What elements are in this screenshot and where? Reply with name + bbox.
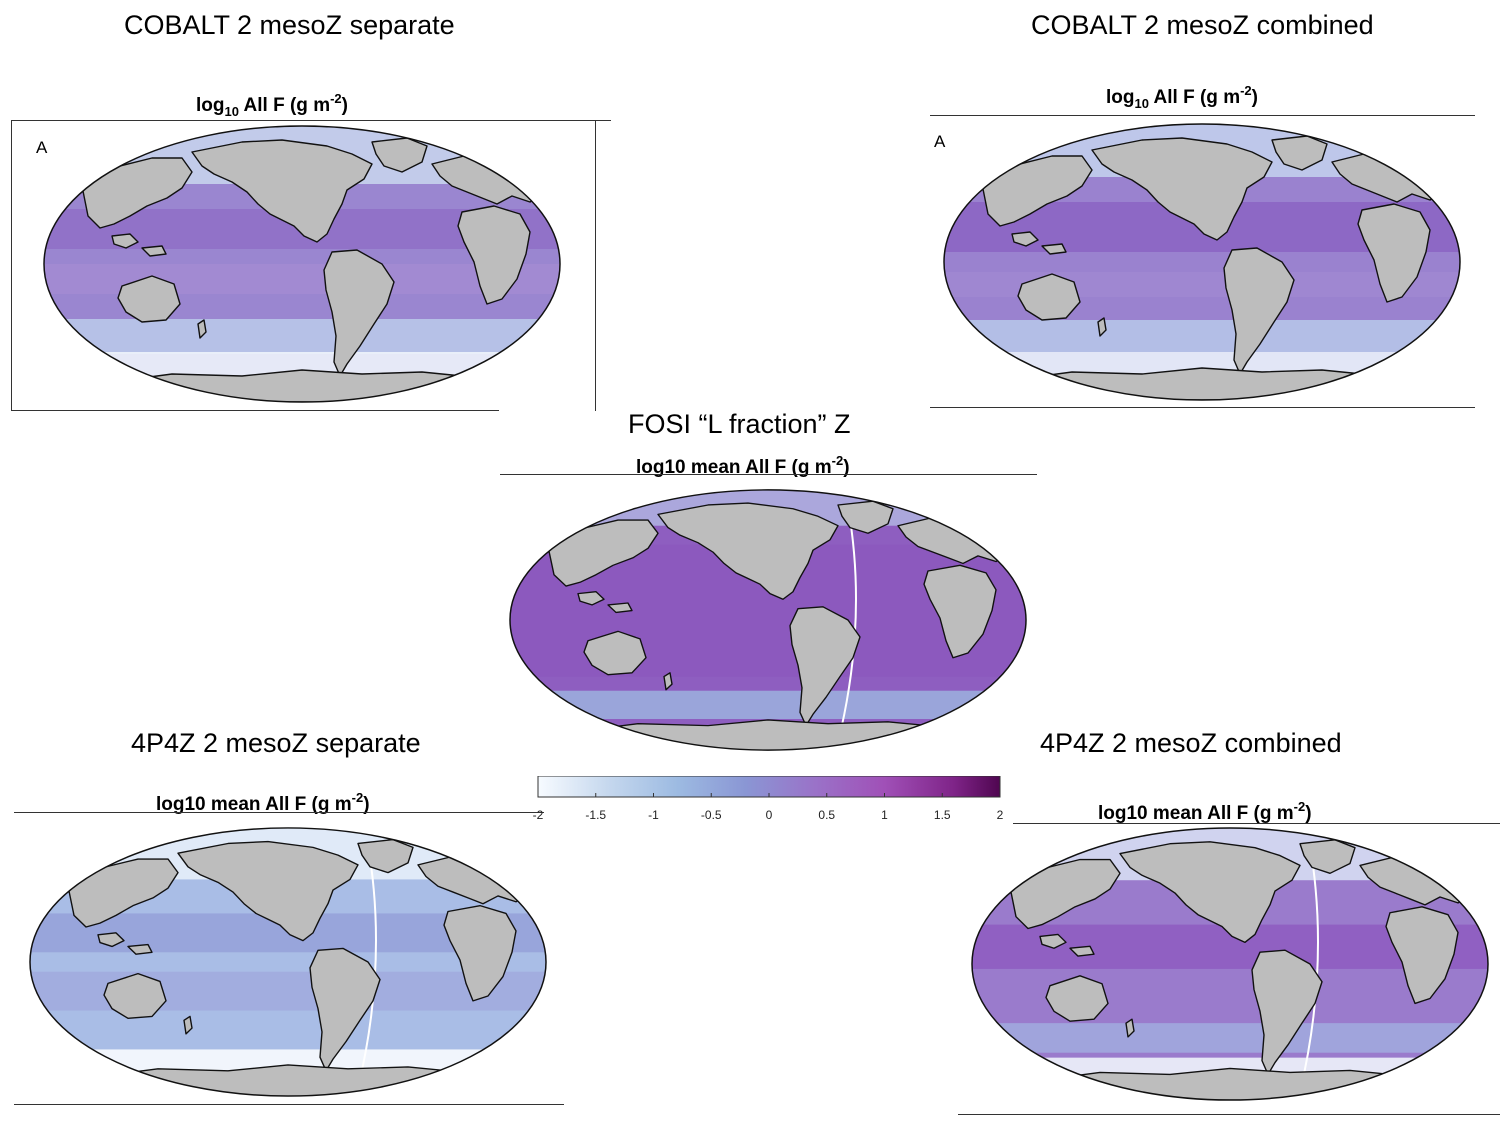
heading-fosi: FOSI “L fraction” Z	[628, 409, 851, 439]
heading-cobalt-combined: COBALT 2 mesoZ combined	[1031, 10, 1374, 40]
heading-p4z-separate: 4P4Z 2 mesoZ separate	[131, 728, 421, 758]
colorbar-tick-label: 2	[997, 808, 1004, 822]
frame-top-p4z-combined	[1013, 823, 1500, 824]
colorbar-tick-label: -1	[648, 808, 659, 822]
colorbar-tick-label: 1.5	[934, 808, 951, 822]
colorbar-tick-label: -0.5	[701, 808, 722, 822]
panel-title-fosi: log10 mean All F (g m-2)	[636, 453, 850, 478]
frame-bottom-cobalt-separate	[11, 410, 499, 411]
heading-cobalt-separate: COBALT 2 mesoZ separate	[124, 10, 455, 40]
frame-left-cobalt-separate	[11, 120, 12, 411]
frame-bottom-p4z-separate	[14, 1104, 564, 1105]
frame-top-fosi	[500, 474, 1037, 475]
map-p4z-combined	[971, 827, 1489, 1101]
frame-right-cobalt-separate	[595, 120, 596, 411]
panel-title-cobalt-separate: log10 All F (g m-2)	[196, 91, 348, 119]
colorbar-tick-label: 0	[766, 808, 773, 822]
frame-bottom-cobalt-combined	[930, 407, 1475, 408]
panel-letter-a-left: A	[36, 138, 48, 157]
panel-letter-a-right: A	[934, 132, 946, 151]
frame-top-p4z-separate	[14, 812, 544, 813]
colorbar-tick-label: -2	[533, 808, 544, 822]
map-p4z-separate	[29, 827, 547, 1097]
map-cobalt-separate	[43, 125, 561, 403]
frame-bottom-p4z-combined	[958, 1114, 1500, 1115]
panel-title-p4z-combined: log10 mean All F (g m-2)	[1098, 799, 1312, 824]
colorbar-tick-label: -1.5	[585, 808, 606, 822]
map-cobalt-combined	[943, 123, 1461, 401]
colorbar: -2 -1.5 -1 -0.5 0 0.5 1 1.5 2	[533, 776, 1004, 822]
colorbar-tick-label: 0.5	[818, 808, 835, 822]
panel-title-cobalt-combined: log10 All F (g m-2)	[1106, 83, 1258, 111]
frame-top-cobalt-combined	[930, 115, 1475, 116]
heading-p4z-combined: 4P4Z 2 mesoZ combined	[1040, 728, 1342, 758]
frame-top-cobalt-separate	[11, 120, 611, 121]
colorbar-tick-label: 1	[881, 808, 888, 822]
panel-title-p4z-separate: log10 mean All F (g m-2)	[156, 790, 370, 815]
map-fosi	[509, 489, 1027, 751]
